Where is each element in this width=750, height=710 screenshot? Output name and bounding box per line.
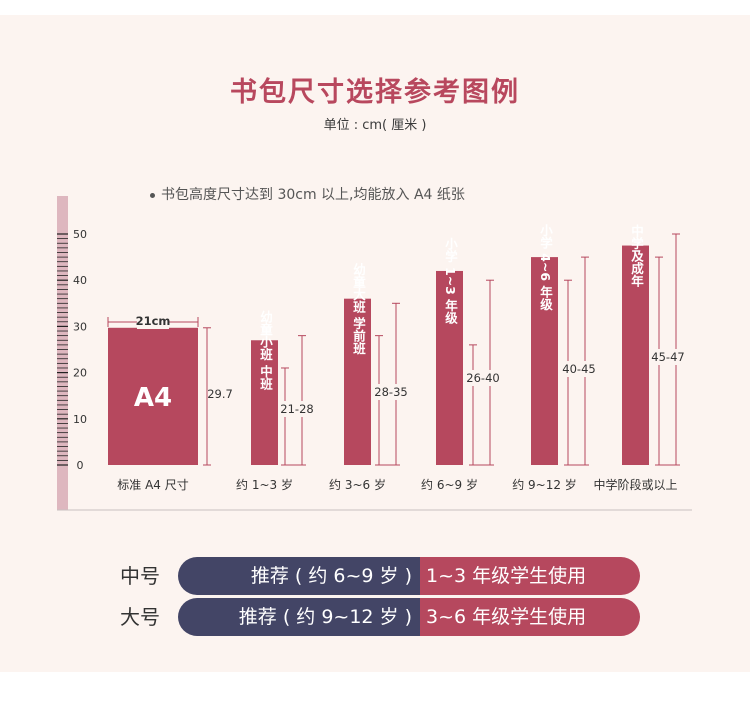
- recommendation-pill-medium: 推荐 ( 约 6~9 岁 ) 1~3 年级学生使用: [178, 557, 640, 595]
- range-label-bg: [562, 361, 596, 377]
- y-tick-label: 30: [73, 320, 87, 333]
- range-label: 26-40: [466, 371, 499, 385]
- bar-label: A4: [134, 383, 172, 413]
- range-label-bg: [466, 370, 500, 386]
- bar-label: 幼童小班 中班: [258, 310, 273, 391]
- a4-note-text: 书包高度尺寸达到 30cm 以上,均能放入 A4 纸张: [161, 187, 465, 203]
- ruler-strip: [57, 196, 68, 510]
- range-label-bg: [651, 349, 685, 365]
- size-name-medium: 中号: [120, 564, 160, 588]
- bar-label: 幼童大班 学前班: [351, 262, 366, 355]
- category-label: 约 6~9 岁: [421, 477, 478, 492]
- bar: [344, 298, 371, 465]
- range-label: 29.7: [207, 387, 233, 401]
- y-tick-label: 40: [73, 274, 87, 287]
- recommendation-row-large: 大号 推荐 ( 约 9~12 岁 ) 3~6 年级学生使用: [120, 598, 640, 636]
- bar: [622, 245, 649, 465]
- page-title: 书包尺寸选择参考图例: [230, 77, 520, 108]
- range-label: 45-47: [651, 350, 684, 364]
- category-label: 中学阶段或以上: [593, 477, 677, 492]
- age-recommendation-large: 推荐 ( 约 9~12 岁 ): [178, 598, 420, 636]
- age-recommendation-medium: 推荐 ( 约 6~9 岁 ): [178, 557, 420, 595]
- range-label: 21-28: [280, 402, 313, 416]
- y-tick-label: 50: [73, 228, 87, 241]
- range-label-bg: [280, 401, 314, 417]
- y-tick-label: 0: [77, 459, 84, 472]
- grade-usage-large: 3~6 年级学生使用: [420, 598, 640, 636]
- y-tick-label: 20: [73, 367, 87, 380]
- category-label: 约 3~6 岁: [329, 477, 386, 492]
- size-name-large: 大号: [120, 605, 160, 629]
- grade-usage-medium: 1~3 年级学生使用: [420, 557, 640, 595]
- recommendation-row-medium: 中号 推荐 ( 约 6~9 岁 ) 1~3 年级学生使用: [120, 557, 640, 595]
- bar-label: 小学 1~3 年级: [443, 237, 458, 325]
- bar: [531, 257, 558, 465]
- bar-label: 中学及成年: [629, 223, 644, 287]
- width-label-bg: [137, 313, 169, 329]
- range-label-bg: [374, 384, 408, 400]
- range-label: 28-35: [374, 385, 407, 399]
- bar: [436, 270, 463, 465]
- range-label-bg: [208, 386, 232, 402]
- category-label: 约 1~3 岁: [236, 477, 293, 492]
- bar: [251, 340, 278, 465]
- bar: [108, 327, 198, 465]
- recommendation-pill-large: 推荐 ( 约 9~12 岁 ) 3~6 年级学生使用: [178, 598, 640, 636]
- category-label: 约 9~12 岁: [512, 477, 577, 492]
- a4-note: 书包高度尺寸达到 30cm 以上,均能放入 A4 纸张: [150, 184, 465, 204]
- bar-label: 小学 4~6 年级: [538, 223, 553, 311]
- bullet-icon: [150, 192, 155, 198]
- y-tick-label: 10: [73, 413, 87, 426]
- range-label: 40-45: [562, 362, 595, 376]
- width-label: 21cm: [136, 314, 171, 328]
- category-label: 标准 A4 尺寸: [117, 478, 188, 492]
- unit-label: 单位 : cm( 厘米 ): [323, 118, 427, 133]
